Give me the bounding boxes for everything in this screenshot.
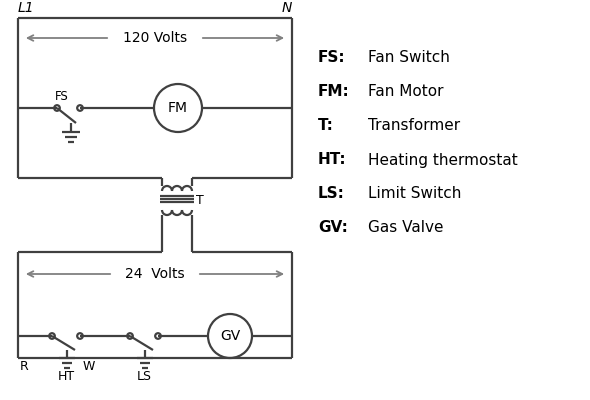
- Text: Transformer: Transformer: [368, 118, 460, 134]
- Text: GV:: GV:: [318, 220, 348, 236]
- Text: LS: LS: [136, 370, 152, 382]
- Text: 24  Volts: 24 Volts: [125, 267, 185, 281]
- Text: FS: FS: [55, 90, 69, 102]
- Text: 120 Volts: 120 Volts: [123, 31, 187, 45]
- Text: T:: T:: [318, 118, 334, 134]
- Text: Gas Valve: Gas Valve: [368, 220, 444, 236]
- Text: HT:: HT:: [318, 152, 347, 168]
- Text: R: R: [20, 360, 29, 372]
- Text: Heating thermostat: Heating thermostat: [368, 152, 518, 168]
- Text: Fan Switch: Fan Switch: [368, 50, 450, 66]
- Text: FS:: FS:: [318, 50, 346, 66]
- Text: Limit Switch: Limit Switch: [368, 186, 461, 202]
- Text: N: N: [281, 1, 292, 15]
- Text: HT: HT: [57, 370, 74, 382]
- Text: FM:: FM:: [318, 84, 350, 100]
- Text: W: W: [83, 360, 96, 372]
- Text: L1: L1: [18, 1, 35, 15]
- Text: GV: GV: [220, 329, 240, 343]
- Text: Fan Motor: Fan Motor: [368, 84, 444, 100]
- Text: FM: FM: [168, 101, 188, 115]
- Text: T: T: [196, 194, 204, 206]
- Text: LS:: LS:: [318, 186, 345, 202]
